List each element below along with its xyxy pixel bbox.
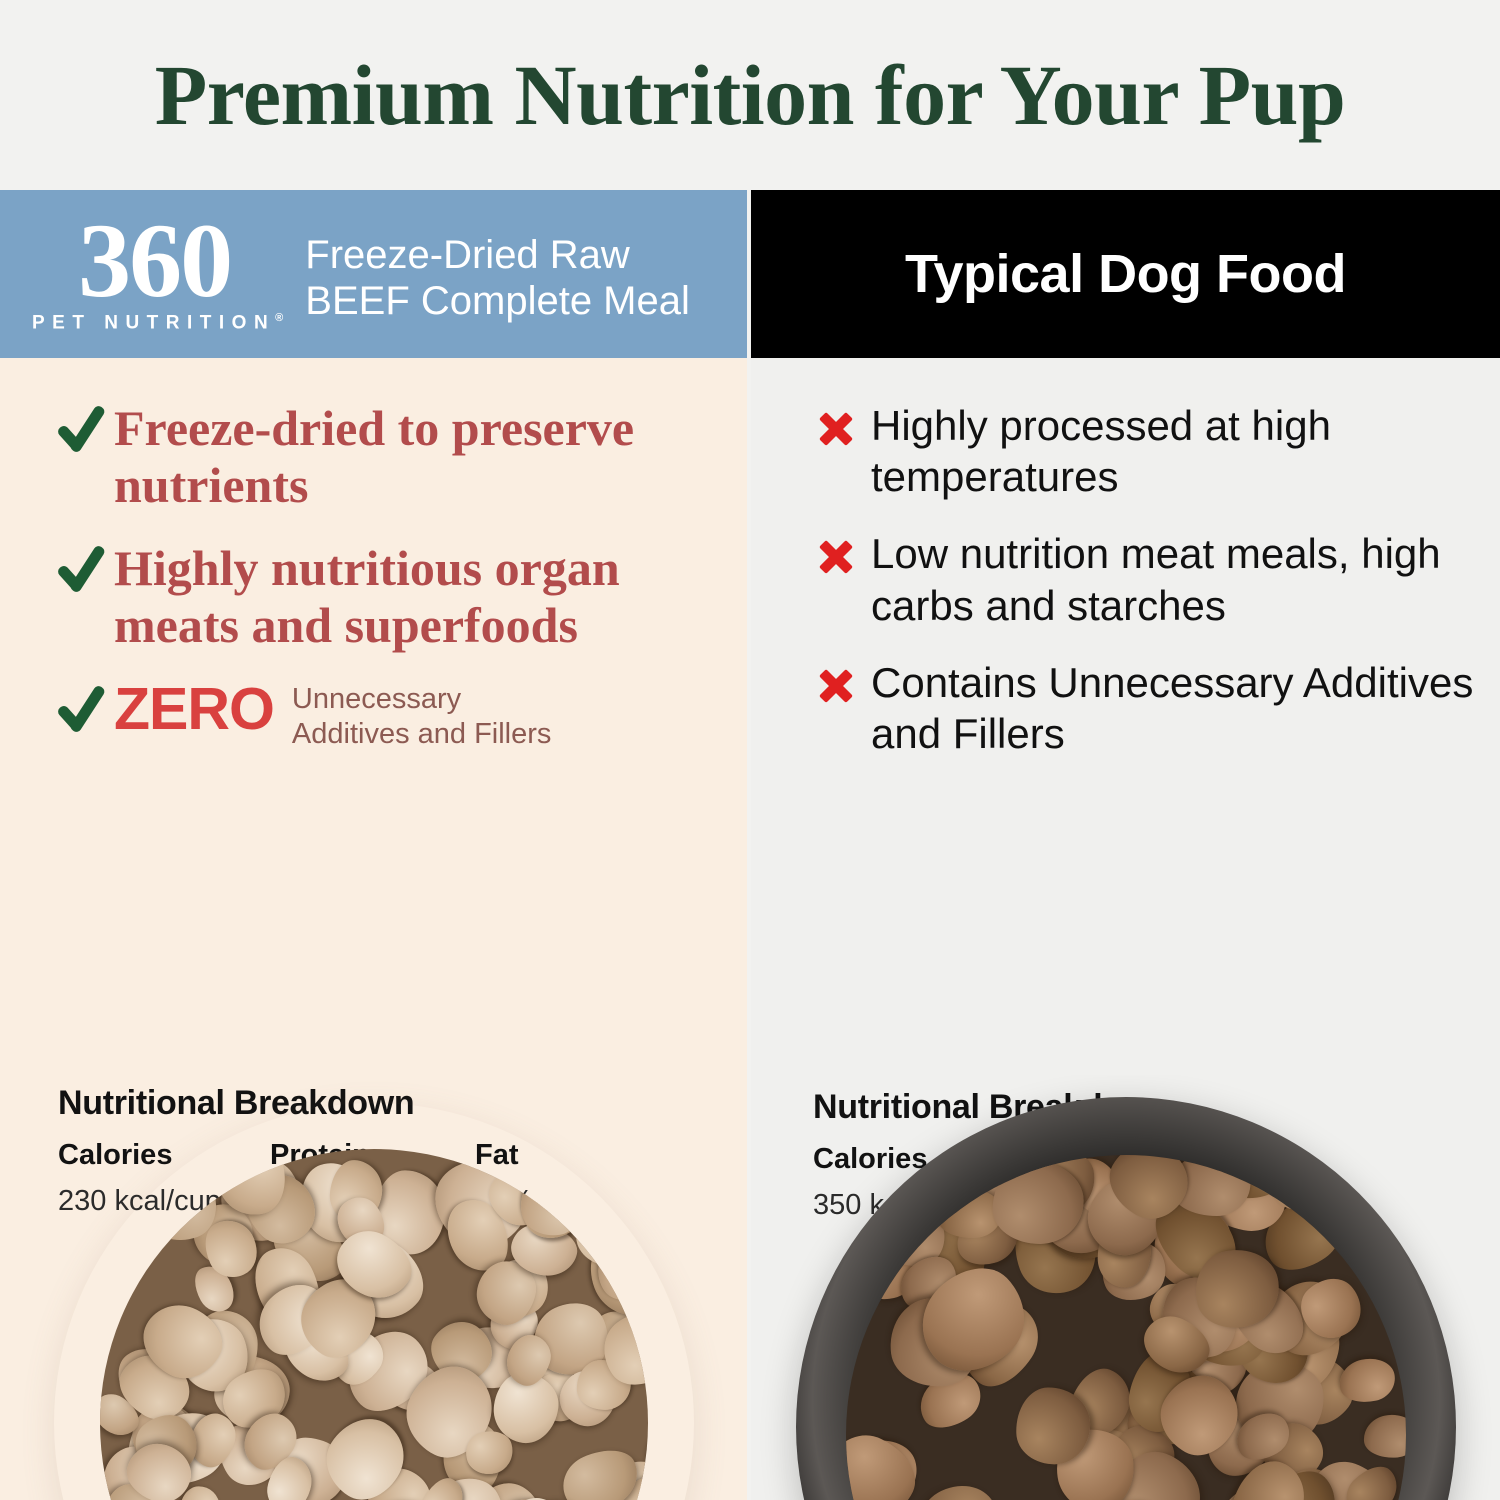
food-piece — [903, 1470, 1018, 1500]
nutrition-header-calories: Calories — [813, 1143, 928, 1175]
product-name-line-1: Freeze-Dried Raw — [305, 233, 630, 278]
check-icon — [52, 684, 108, 740]
drawback-item: Contains Unnecessary Additives and Fille… — [809, 657, 1474, 759]
drawback-text: Highly processed at high temperatures — [871, 402, 1331, 501]
logo-subtitle-text: PET NUTRITION — [32, 311, 276, 333]
zero-subtitle-line-2: Additives and Fillers — [291, 717, 552, 750]
benefit-text: Highly nutritious organ meats and superf… — [114, 540, 620, 653]
zero-subtitle: Unnecessary Additives and Fillers — [292, 682, 552, 752]
benefit-text: Freeze-dried to preserve nutrients — [114, 400, 635, 513]
brand-header-band: 360 PET NUTRITION® Freeze-Dried Raw BEEF… — [0, 190, 747, 358]
typical-food-photo — [751, 1075, 1500, 1500]
typical-header-band: Typical Dog Food — [751, 190, 1500, 358]
zero-row: ZERO Unnecessary Additives and Fillers — [108, 680, 551, 752]
benefit-item: Freeze-dried to preserve nutrients — [52, 400, 727, 514]
typical-column: Typical Dog Food Highly processed at hig… — [751, 190, 1500, 1500]
nutrition-title: Nutritional Breakdown — [58, 1084, 415, 1122]
drawback-text: Low nutrition meat meals, high carbs and… — [871, 530, 1441, 629]
comparison-columns: 360 PET NUTRITION® Freeze-Dried Raw BEEF… — [0, 190, 1500, 1500]
product-name: Freeze-Dried Raw BEEF Complete Meal — [305, 232, 690, 325]
x-icon — [809, 665, 859, 715]
product-food-photo — [0, 1075, 747, 1500]
x-icon — [809, 536, 859, 586]
typical-content-pane: Highly processed at high temperatures Lo… — [751, 358, 1500, 1500]
check-icon — [52, 404, 108, 460]
kibble-pieces — [845, 1155, 1406, 1500]
benefit-item: Highly nutritious organ meats and superf… — [52, 540, 727, 654]
drawback-item: Highly processed at high temperatures — [809, 400, 1474, 502]
column-divider — [747, 190, 751, 1500]
typical-title: Typical Dog Food — [905, 244, 1346, 304]
x-icon — [809, 408, 859, 458]
brand-logo: 360 PET NUTRITION® Freeze-Dried Raw BEEF… — [0, 202, 690, 334]
drawback-item: Low nutrition meat meals, high carbs and… — [809, 528, 1474, 630]
zero-word: ZERO — [114, 676, 275, 742]
product-content-pane: Freeze-dried to preserve nutrients Highl… — [0, 358, 747, 1500]
product-column: 360 PET NUTRITION® Freeze-Dried Raw BEEF… — [0, 190, 747, 1500]
drawback-text: Contains Unnecessary Additives and Fille… — [871, 658, 1474, 758]
check-icon — [52, 544, 108, 600]
page-header: Premium Nutrition for Your Pup — [0, 0, 1500, 190]
logo-subtitle: PET NUTRITION® — [32, 312, 283, 334]
product-name-line-2: BEEF Complete Meal — [305, 279, 690, 324]
logo-mark: 360 PET NUTRITION® — [26, 202, 283, 334]
nutrition-header-calories: Calories — [58, 1139, 173, 1171]
benefit-item-zero: ZERO Unnecessary Additives and Fillers — [52, 680, 727, 752]
food-piece — [992, 1160, 1085, 1245]
registered-mark-icon: ® — [275, 311, 284, 324]
logo-number: 360 — [78, 202, 233, 320]
zero-subtitle-line-1: Unnecessary — [291, 683, 462, 715]
food-piece — [1362, 1412, 1406, 1461]
page-title: Premium Nutrition for Your Pup — [154, 47, 1346, 143]
freeze-dried-food-pieces — [99, 1149, 648, 1500]
product-benefits-list: Freeze-dried to preserve nutrients Highl… — [0, 358, 747, 752]
typical-drawbacks-list: Highly processed at high temperatures Lo… — [751, 358, 1500, 759]
